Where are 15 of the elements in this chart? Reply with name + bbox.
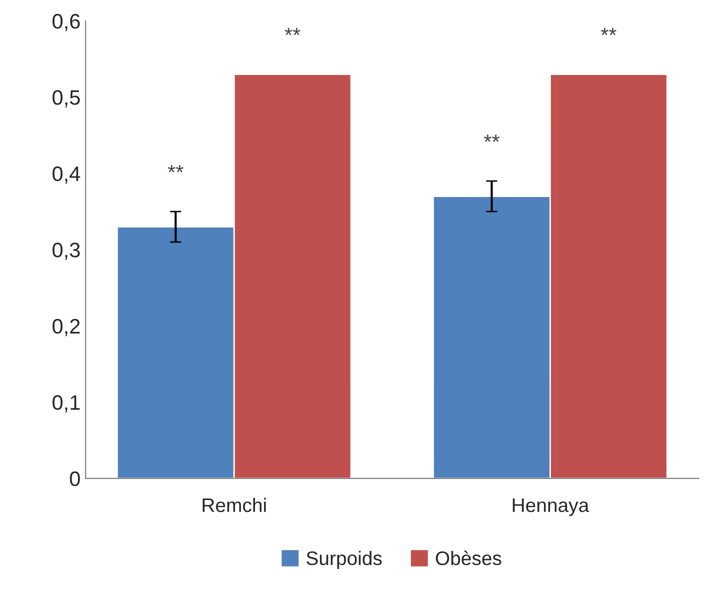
y-tick-label: 0,5: [52, 90, 80, 108]
annotation: **: [600, 28, 616, 36]
annotation: **: [484, 134, 500, 142]
y-tick-label: 0,1: [52, 395, 80, 412]
y-tick-label: 0,2: [52, 318, 80, 336]
annotation: **: [168, 165, 184, 172]
x-tick-label: Remchi: [202, 498, 266, 512]
legend-label: Surpoids: [306, 550, 382, 570]
legend-label: Obèses: [436, 550, 502, 566]
y-tick-label: 0,3: [52, 242, 80, 260]
y-tick-label: 0: [70, 471, 80, 486]
x-tick-label: Hennaya: [512, 498, 590, 516]
y-tick-label: 0,4: [52, 166, 80, 184]
annotation: **: [284, 28, 300, 36]
y-tick-label: 0,6: [52, 14, 80, 32]
